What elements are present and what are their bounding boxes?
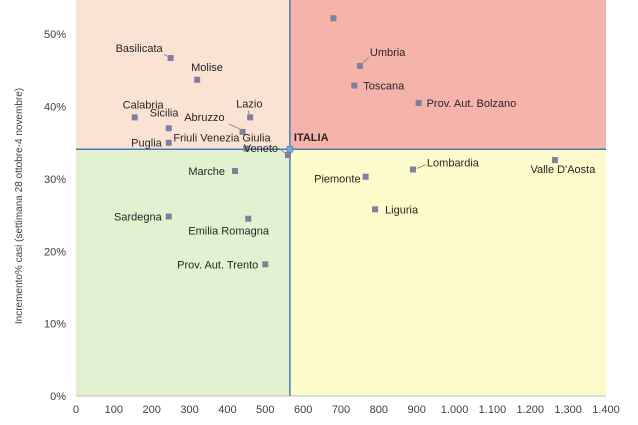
point-label: Sicilia bbox=[150, 107, 180, 119]
leader-line bbox=[247, 110, 250, 115]
point-label: Basilicata bbox=[116, 43, 164, 55]
x-tick-label: 1.000 bbox=[441, 404, 469, 416]
data-point bbox=[232, 167, 238, 174]
point-label: Marche bbox=[188, 166, 225, 178]
y-tick-label: 30% bbox=[44, 174, 66, 186]
x-tick-label: 0 bbox=[73, 404, 79, 416]
x-tick-label: 1.400 bbox=[592, 404, 620, 416]
quadrant-top-left bbox=[76, 0, 290, 150]
quadrant-top-right bbox=[289, 0, 606, 150]
leader-lines bbox=[163, 53, 427, 169]
data-point bbox=[415, 99, 422, 106]
leader-line bbox=[228, 123, 240, 130]
point-label: Lombardia bbox=[427, 158, 480, 170]
data-point bbox=[247, 114, 254, 121]
point-label: Liguria bbox=[385, 204, 419, 216]
data-point bbox=[194, 76, 201, 83]
data-point bbox=[262, 261, 269, 268]
point-label: Piemonte bbox=[314, 174, 360, 186]
quadrant-bottom-right bbox=[289, 149, 606, 396]
x-tick-label: 1.100 bbox=[479, 404, 507, 416]
data-point bbox=[239, 128, 246, 135]
reference-lines bbox=[76, 0, 606, 396]
point-label: Molise bbox=[191, 62, 223, 74]
x-axis-ticks: 0 100 200 300 400 500 600 700 800 900 1.000 1.100 1.… bbox=[73, 404, 620, 416]
point-label: Lazio bbox=[236, 98, 262, 110]
data-point bbox=[131, 114, 138, 121]
data-point bbox=[285, 152, 291, 159]
data-point bbox=[351, 82, 358, 89]
point-label: Abruzzo bbox=[184, 112, 224, 124]
data-point bbox=[372, 206, 379, 213]
x-tick-label: 300 bbox=[180, 404, 198, 416]
point-label: Prov. Aut. Trento bbox=[177, 259, 258, 271]
point-label: Friuli Venezia Giulia bbox=[173, 133, 271, 145]
point-label: Sardegna bbox=[114, 212, 163, 224]
x-tick-label: 200 bbox=[143, 404, 161, 416]
data-point bbox=[165, 125, 172, 132]
y-tick-label: 20% bbox=[44, 246, 66, 258]
point-label: Emilia Romagna bbox=[188, 226, 270, 238]
x-tick-label: 500 bbox=[256, 404, 274, 416]
point-label: Puglia bbox=[131, 138, 162, 150]
leader-line bbox=[362, 56, 370, 64]
data-point bbox=[165, 213, 172, 220]
data-point bbox=[551, 157, 558, 164]
point-label: Valle D'Aosta bbox=[530, 164, 596, 176]
leader-line bbox=[278, 147, 286, 154]
data-point bbox=[330, 15, 337, 22]
leader-line bbox=[416, 164, 427, 169]
point-label: Veneto bbox=[244, 143, 278, 155]
point-label: Calabria bbox=[123, 99, 165, 111]
x-tick-label: 1.300 bbox=[554, 404, 582, 416]
y-axis-title: Incremento% casi (settimana 28 ottobre-4… bbox=[14, 88, 25, 324]
data-points bbox=[131, 15, 558, 268]
point-label: Umbria bbox=[370, 47, 406, 59]
x-tick-label: 800 bbox=[370, 404, 388, 416]
reference-point bbox=[286, 145, 294, 153]
x-tick-label: 400 bbox=[218, 404, 236, 416]
point-label: Toscana bbox=[363, 81, 405, 93]
x-tick-label: 100 bbox=[105, 404, 123, 416]
x-tick-label: 1.200 bbox=[517, 404, 545, 416]
x-tick-label: 600 bbox=[294, 404, 312, 416]
y-tick-label: 10% bbox=[44, 319, 66, 331]
quadrant-bottom-left bbox=[76, 149, 290, 396]
y-tick-label: 0% bbox=[50, 391, 66, 403]
data-point bbox=[167, 55, 174, 62]
data-point bbox=[243, 145, 250, 152]
data-point bbox=[165, 139, 172, 146]
data-point bbox=[409, 166, 416, 173]
data-point bbox=[362, 173, 369, 180]
point-label: Prov. Aut. Bolzano bbox=[427, 98, 517, 110]
data-point bbox=[245, 215, 252, 222]
y-tick-label: 50% bbox=[44, 29, 66, 41]
quadrant-backgrounds bbox=[76, 0, 606, 397]
y-tick-label: 40% bbox=[44, 102, 66, 114]
x-tick-label: 900 bbox=[408, 404, 426, 416]
y-axis-ticks: 0% 10% 20% 30% 40% 50% bbox=[44, 29, 66, 403]
data-point bbox=[356, 63, 363, 70]
reference-label: ITALIA bbox=[294, 132, 329, 144]
x-tick-label: 700 bbox=[332, 404, 350, 416]
